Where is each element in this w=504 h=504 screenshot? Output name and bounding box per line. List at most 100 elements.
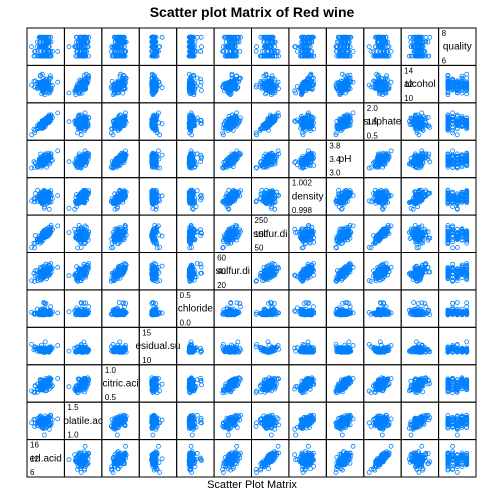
scatter-point — [67, 120, 71, 124]
scatter-point — [367, 45, 371, 49]
scatter-point — [369, 49, 373, 53]
panel-3-0 — [27, 140, 64, 177]
panel-0-8 — [326, 28, 363, 65]
scatter-point — [255, 45, 259, 49]
scatter-point — [160, 35, 164, 39]
scatter-point — [56, 80, 60, 84]
scatter-point — [33, 131, 37, 135]
scatter-point — [199, 35, 203, 39]
diag-tick-label: 6 — [442, 56, 447, 65]
panel-1-11 — [439, 65, 476, 102]
panel-0-1 — [64, 28, 101, 65]
panel-frame — [252, 28, 289, 65]
panel-0-7 — [289, 28, 326, 65]
panel-3-3 — [139, 140, 176, 177]
panel-3-11 — [439, 140, 476, 177]
panel-2-6 — [252, 103, 289, 140]
diag-tick-label: 3.8 — [329, 141, 341, 150]
diag-tick-label: 12 — [404, 80, 413, 89]
panel-2-2 — [102, 103, 139, 140]
panel-3-5 — [214, 140, 251, 177]
panel-1-7 — [289, 65, 326, 102]
panel-0-9 — [364, 28, 401, 65]
scatter-point — [465, 76, 469, 80]
panel-3-1 — [64, 140, 101, 177]
scatter-point — [455, 133, 459, 137]
panel-1-1 — [64, 65, 101, 102]
diag-tick-label: 2.0 — [367, 104, 379, 113]
scatter-point — [30, 45, 34, 49]
scatter-point — [56, 149, 60, 153]
scatter-point — [56, 111, 60, 115]
scatter-point — [56, 194, 60, 198]
panel-2-8 — [326, 103, 363, 140]
panel-4-0 — [27, 178, 64, 215]
panel-1-4 — [177, 65, 214, 102]
panel-3-8: pH 3.8 3.4 3.0 — [326, 140, 363, 177]
panel-1-9 — [364, 65, 401, 102]
diag-tick-label: 10 — [404, 94, 413, 103]
diag-variable-label: quality — [443, 42, 472, 53]
panel-2-3 — [139, 103, 176, 140]
diag-tick-label: 0.5 — [367, 131, 379, 140]
panel-1-5 — [214, 65, 251, 102]
panel-0-0 — [27, 28, 64, 65]
panel-0-11: quality 8 6 — [439, 28, 476, 65]
scatter-point — [109, 49, 113, 53]
scatter-point — [76, 131, 80, 135]
panel-3-9 — [364, 140, 401, 177]
scatter-point — [67, 91, 71, 95]
scatter-point — [465, 72, 469, 76]
scatter-point — [39, 152, 43, 156]
panel-2-11 — [439, 103, 476, 140]
scatter-point — [121, 91, 125, 95]
panel-2-9: sulphate2.01.50.5 — [364, 103, 402, 140]
scatter-point — [195, 35, 199, 39]
diag-tick-label: 14 — [404, 66, 413, 75]
diag-variable-label: pH — [339, 154, 352, 165]
panel-3-2 — [102, 140, 139, 177]
panel-3-7 — [289, 140, 326, 177]
panel-2-7 — [289, 103, 326, 140]
scatter-point — [199, 49, 203, 53]
panel-1-8 — [326, 65, 363, 102]
scatter-point — [200, 88, 204, 92]
diag-tick-label: 8 — [442, 29, 447, 38]
scatter-point — [67, 160, 71, 164]
panel-3-4 — [177, 140, 214, 177]
scatter-point — [56, 49, 60, 53]
scatter-point — [451, 131, 455, 135]
scatter-point — [451, 149, 455, 153]
scatter-point — [294, 160, 298, 164]
panel-2-5 — [214, 103, 251, 140]
scatter-point — [389, 80, 393, 84]
panel-3-6 — [252, 140, 289, 177]
panel-0-3 — [139, 28, 176, 65]
panel-0-2 — [102, 28, 139, 65]
panel-0-10 — [401, 28, 438, 65]
panel-1-0 — [27, 65, 64, 102]
scatter-point — [351, 49, 355, 53]
panel-2-10 — [401, 103, 438, 140]
panel-0-4 — [177, 28, 214, 65]
diag-tick-label: 1.5 — [367, 118, 379, 127]
panel-0-5 — [214, 28, 251, 65]
panel-0-6 — [252, 28, 289, 65]
scatter-point — [420, 111, 424, 115]
scatter-point — [254, 49, 258, 53]
panel-3-10 — [401, 140, 438, 177]
panel-2-0 — [27, 103, 64, 140]
scatter-point — [67, 45, 71, 49]
diag-tick-label: 3.0 — [329, 169, 341, 178]
panel-2-4 — [177, 103, 214, 140]
scatter-point — [157, 149, 161, 153]
panel-1-3 — [139, 65, 176, 102]
panel-1-6 — [252, 65, 289, 102]
panel-2-1 — [64, 103, 101, 140]
scatter-point — [428, 35, 432, 39]
scatter-point — [160, 153, 164, 157]
panel-1-2 — [102, 65, 139, 102]
diag-tick-label: 3.4 — [329, 155, 341, 164]
